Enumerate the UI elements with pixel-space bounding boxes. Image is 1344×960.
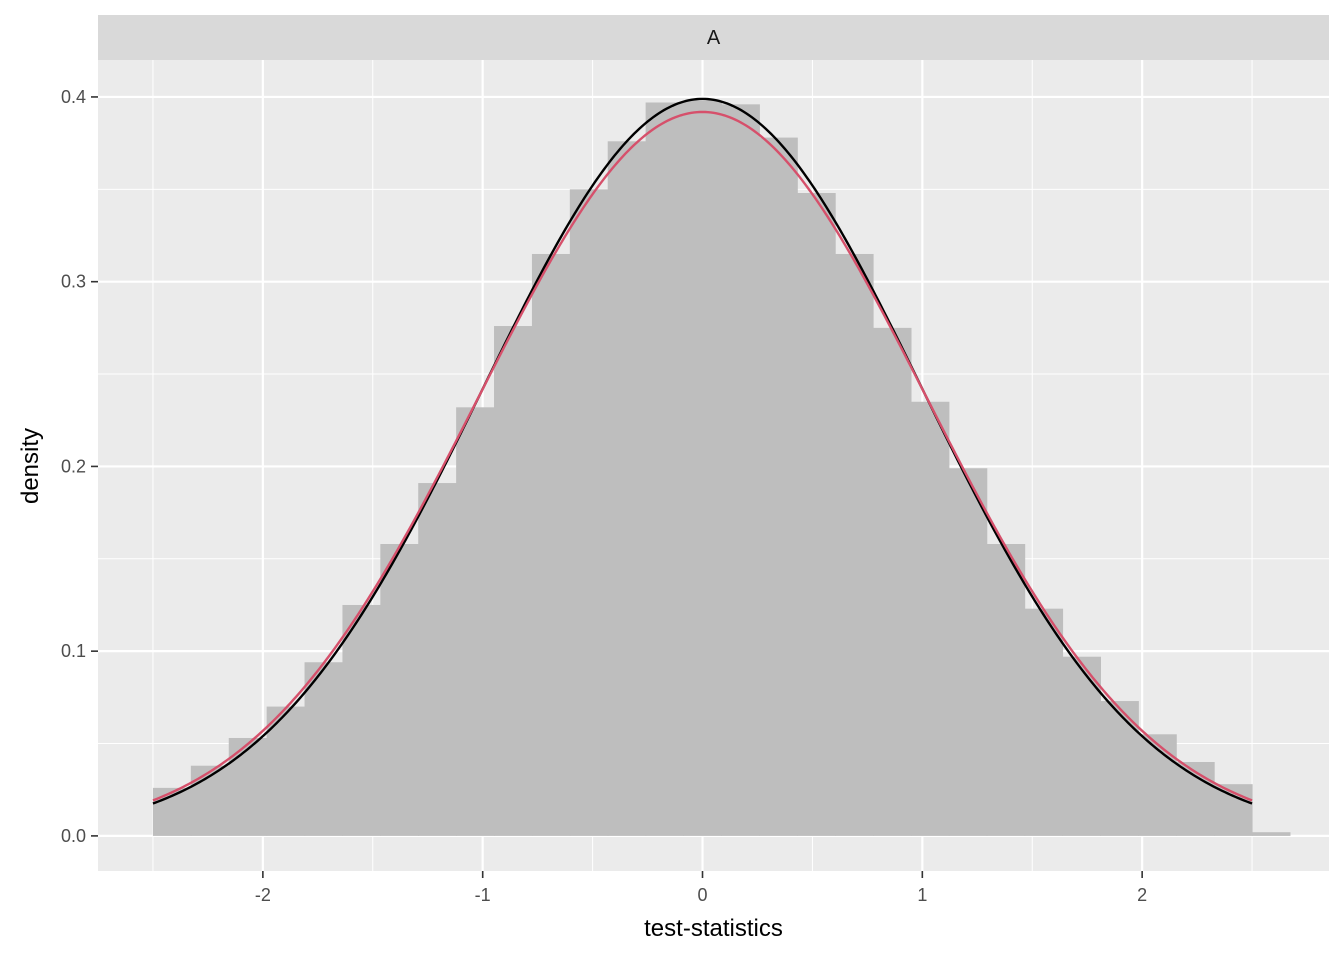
- x-axis-title: test-statistics: [644, 915, 783, 942]
- histogram-bar: [190, 765, 230, 836]
- y-axis: 0.0 0.1 0.2 0.3 0.4: [61, 87, 98, 846]
- histogram-bar: [1176, 762, 1215, 836]
- histogram-bar: [531, 253, 571, 836]
- histogram-bar: [1024, 608, 1064, 836]
- density-curve-red: [152, 110, 1253, 802]
- histogram-bar: [986, 544, 1026, 836]
- histogram-bar: [797, 193, 836, 836]
- histogram-bar: [873, 327, 912, 836]
- x-tick-label: 2: [1137, 885, 1147, 905]
- histogram-bar: [456, 407, 495, 836]
- x-tick-label: 0: [698, 885, 708, 905]
- histogram-bar: [494, 326, 533, 836]
- histogram-bar: [569, 189, 609, 836]
- histogram-bar: [1138, 734, 1177, 836]
- histogram-bar: [1100, 701, 1139, 836]
- histogram-bar: [1251, 832, 1291, 836]
- histogram-bar: [607, 141, 647, 836]
- panel-strip: [98, 15, 1329, 60]
- histogram-bar: [759, 137, 798, 836]
- histogram-bar: [228, 737, 268, 836]
- y-axis-title: density: [17, 428, 44, 504]
- panel-strip-label: A: [707, 27, 721, 49]
- histogram-bar: [304, 662, 344, 836]
- y-tick-label: 0.4: [61, 87, 86, 107]
- histogram-bar: [342, 604, 381, 836]
- x-tick-label: -1: [475, 885, 491, 905]
- x-axis: -2 -1 0 1 2: [255, 871, 1147, 905]
- histogram-bar: [683, 100, 723, 836]
- histogram-bar: [1062, 656, 1101, 836]
- histogram-bar: [380, 544, 419, 836]
- histogram-bar: [948, 468, 988, 836]
- histogram-bars: [152, 100, 1291, 836]
- y-tick-label: 0.0: [61, 826, 86, 846]
- y-tick-label: 0.1: [61, 641, 86, 661]
- histogram-bar: [721, 104, 760, 836]
- histogram-bar: [835, 253, 874, 836]
- y-tick-label: 0.3: [61, 272, 86, 292]
- y-tick-label: 0.2: [61, 456, 86, 476]
- histogram-bar: [418, 483, 457, 836]
- density-curves: [152, 97, 1253, 805]
- density-curve-black: [152, 97, 1253, 805]
- x-tick-label: 1: [917, 885, 927, 905]
- histogram-bar: [910, 401, 950, 836]
- x-tick-label: -2: [255, 885, 271, 905]
- histogram-bar: [645, 102, 685, 836]
